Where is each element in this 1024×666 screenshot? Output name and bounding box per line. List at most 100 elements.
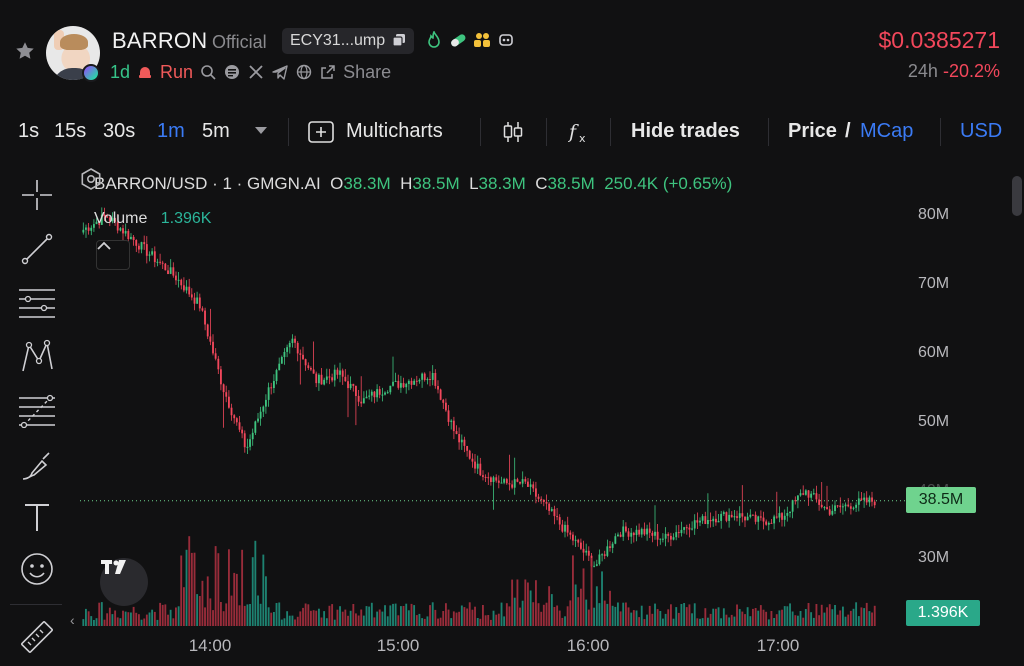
price-toggle[interactable]: Price bbox=[788, 120, 837, 142]
volume-bar bbox=[325, 618, 328, 626]
volume-bar bbox=[122, 610, 124, 626]
candle-body bbox=[654, 531, 656, 536]
telegram-icon[interactable] bbox=[271, 63, 289, 81]
globe-icon[interactable] bbox=[295, 63, 313, 81]
candle-body bbox=[138, 245, 140, 250]
volume-bar bbox=[529, 590, 532, 626]
volume-bar bbox=[834, 605, 836, 626]
volume-bar bbox=[691, 613, 693, 626]
candle-body bbox=[762, 517, 765, 522]
star-icon[interactable] bbox=[14, 40, 36, 62]
interval-5m[interactable]: 5m bbox=[202, 120, 230, 142]
candle-body bbox=[413, 380, 416, 385]
candle-body bbox=[820, 504, 823, 508]
ruler-icon[interactable] bbox=[18, 618, 56, 656]
candlestick-chart[interactable] bbox=[80, 168, 1006, 658]
token-meta-row: 1d Run Share bbox=[110, 61, 391, 83]
candle-body bbox=[826, 507, 828, 510]
share-label[interactable]: Share bbox=[343, 61, 392, 82]
candle-body bbox=[119, 228, 122, 231]
candle-body bbox=[302, 354, 304, 360]
candle-body bbox=[810, 493, 813, 498]
candle-body bbox=[402, 383, 405, 388]
volume-bar bbox=[807, 603, 810, 626]
candle-body bbox=[511, 484, 514, 488]
volume-bar bbox=[828, 604, 831, 626]
price-chart[interactable]: BARRON/USD · 1 · GMGN.AI O38.3M H38.5M L… bbox=[70, 168, 1006, 658]
token-tags bbox=[424, 30, 516, 50]
ohlc-close: 38.5M bbox=[547, 174, 595, 193]
run-label[interactable]: Run bbox=[160, 61, 194, 82]
horizontal-lines-icon[interactable] bbox=[18, 284, 56, 322]
volume-bar bbox=[548, 586, 551, 626]
collapse-legend-button[interactable] bbox=[96, 240, 130, 270]
pattern-icon[interactable] bbox=[18, 338, 56, 376]
candle-body bbox=[267, 387, 270, 400]
candle-body bbox=[249, 439, 251, 447]
candle-body bbox=[585, 550, 588, 553]
interval-15s[interactable]: 15s bbox=[54, 120, 87, 142]
add-chart-icon[interactable] bbox=[308, 121, 334, 143]
candle-body bbox=[712, 518, 715, 522]
candle-body bbox=[603, 554, 606, 556]
token-name: BARRON bbox=[112, 28, 208, 53]
volume-bar bbox=[479, 618, 482, 626]
volume-bar bbox=[614, 606, 617, 626]
emoji-icon[interactable] bbox=[18, 550, 56, 588]
volume-bar bbox=[693, 603, 696, 626]
settings-icon[interactable] bbox=[80, 168, 102, 190]
x-twitter-icon[interactable] bbox=[247, 63, 265, 81]
volume-bar bbox=[736, 604, 738, 626]
interval-1s[interactable]: 1s bbox=[18, 120, 40, 142]
candle-body bbox=[844, 504, 847, 507]
brush-icon[interactable] bbox=[18, 446, 56, 484]
fib-retracement-icon[interactable] bbox=[18, 392, 56, 430]
currency-toggle[interactable]: USD bbox=[960, 120, 1003, 142]
volume-bar bbox=[410, 603, 413, 626]
crosshair-icon[interactable] bbox=[18, 176, 56, 214]
trendline-icon[interactable] bbox=[18, 230, 56, 268]
volume-bar bbox=[574, 584, 577, 626]
volume-bar bbox=[849, 610, 852, 626]
candle-body bbox=[786, 513, 789, 516]
volume-bar bbox=[725, 614, 728, 626]
svg-text:f: f bbox=[568, 121, 579, 143]
candle-body bbox=[574, 539, 577, 541]
contract-address[interactable]: ECY31...ump bbox=[282, 28, 414, 54]
volume-bar bbox=[217, 553, 220, 626]
share-icon[interactable] bbox=[319, 63, 337, 81]
search-icon[interactable] bbox=[199, 63, 217, 81]
volume-bar bbox=[868, 611, 871, 626]
mcap-toggle[interactable]: MCap bbox=[860, 120, 914, 142]
hide-trades-button[interactable]: Hide trades bbox=[631, 120, 740, 142]
text-tool-icon[interactable] bbox=[18, 498, 56, 536]
volume-bar bbox=[262, 554, 265, 626]
volume-bar bbox=[169, 609, 172, 626]
interval-1m[interactable]: 1m bbox=[157, 120, 185, 142]
volume-bar bbox=[331, 604, 334, 626]
candle-body bbox=[484, 476, 487, 478]
tradingview-logo[interactable] bbox=[100, 558, 148, 606]
candle-style-icon[interactable] bbox=[502, 120, 524, 144]
volume-bar bbox=[572, 555, 574, 626]
scroll-left-icon[interactable]: ‹ bbox=[70, 612, 75, 628]
candle-body bbox=[704, 516, 707, 524]
candle-body bbox=[696, 520, 699, 523]
candle-body bbox=[683, 527, 686, 530]
candle-body bbox=[418, 379, 421, 382]
volume-bar bbox=[566, 606, 569, 626]
candle-body bbox=[548, 503, 551, 511]
copy-icon[interactable] bbox=[392, 33, 406, 47]
candle-body bbox=[177, 279, 180, 281]
chevron-down-icon[interactable] bbox=[254, 126, 268, 136]
interval-30s[interactable]: 30s bbox=[103, 120, 136, 142]
token-avatar[interactable] bbox=[46, 26, 100, 80]
volume-bar bbox=[791, 611, 794, 626]
right-scrollbar[interactable] bbox=[1010, 168, 1024, 648]
multicharts-button[interactable]: Multicharts bbox=[346, 120, 443, 142]
candle-body bbox=[619, 534, 622, 537]
website-icon[interactable] bbox=[223, 63, 241, 81]
volume-bar bbox=[765, 611, 768, 626]
volume-bar bbox=[283, 618, 286, 626]
